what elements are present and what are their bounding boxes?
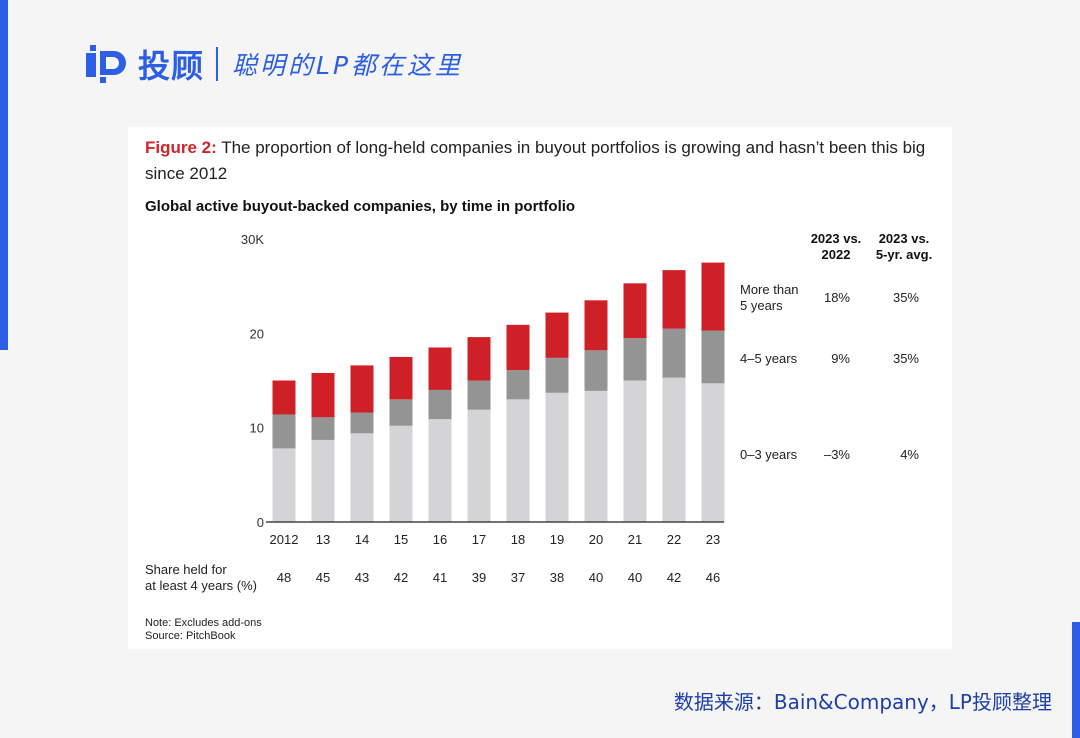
bar-segment xyxy=(272,380,296,415)
figure-title: Figure 2: The proportion of long-held co… xyxy=(145,135,945,187)
bar-segment xyxy=(506,399,530,522)
y-tick-label: 10 xyxy=(250,421,264,436)
share-value: 46 xyxy=(706,570,720,585)
bar-segment xyxy=(428,347,452,390)
bar-segment xyxy=(584,390,608,522)
bar-segment xyxy=(311,417,335,440)
bar-segment xyxy=(467,337,491,381)
share-value: 40 xyxy=(628,570,642,585)
bar-segment xyxy=(311,439,335,522)
legend-header-text: 2022 xyxy=(822,247,851,262)
bar-segment xyxy=(623,338,647,381)
x-tick-label: 20 xyxy=(589,532,603,547)
x-tick-label: 2012 xyxy=(270,532,299,547)
share-value: 45 xyxy=(316,570,330,585)
x-tick-label: 23 xyxy=(706,532,720,547)
right-accent-bar xyxy=(1072,622,1080,738)
share-value: 38 xyxy=(550,570,564,585)
x-tick-label: 14 xyxy=(355,532,369,547)
x-tick-label: 18 xyxy=(511,532,525,547)
bar-segment xyxy=(428,419,452,522)
brand-divider xyxy=(216,47,219,81)
bar-segment xyxy=(545,312,569,358)
share-value: 42 xyxy=(667,570,681,585)
bar-segment xyxy=(662,270,686,329)
share-value: 43 xyxy=(355,570,369,585)
share-label-line: at least 4 years (%) xyxy=(145,578,257,593)
legend-value-2022: 18% xyxy=(824,290,850,305)
bar-segment xyxy=(623,283,647,339)
share-value: 42 xyxy=(394,570,408,585)
legend-label: More than xyxy=(740,282,799,297)
logo-icon xyxy=(86,45,126,83)
share-value: 37 xyxy=(511,570,525,585)
bar-segment xyxy=(662,377,686,522)
brand-slogan: 聪明的LP都在这里 xyxy=(232,51,464,80)
bar-segment xyxy=(545,357,569,393)
bar-segment xyxy=(584,350,608,391)
x-tick-label: 22 xyxy=(667,532,681,547)
bar-segment xyxy=(701,262,725,331)
chart-subtitle: Global active buyout-backed companies, b… xyxy=(145,198,576,215)
bar-segment xyxy=(272,414,296,449)
bar-segment xyxy=(272,448,296,522)
legend-label: 0–3 years xyxy=(740,447,798,462)
share-value: 39 xyxy=(472,570,486,585)
legend-value-5yr: 35% xyxy=(893,351,919,366)
bar-segment xyxy=(350,412,374,434)
bar-segment xyxy=(389,356,413,400)
bar-segment xyxy=(701,383,725,522)
bar-segment xyxy=(584,300,608,351)
figure-notes: Note: Excludes add-ons Source: PitchBook xyxy=(145,617,262,643)
bar-segment xyxy=(467,380,491,410)
source-text: Source: PitchBook xyxy=(145,630,236,642)
legend-value-5yr: 35% xyxy=(893,290,919,305)
brand-header: 投顾 聪明的LP都在这里 xyxy=(84,38,463,90)
left-accent-bar xyxy=(0,0,8,350)
y-tick-label: 0 xyxy=(257,515,264,530)
bar-segment xyxy=(506,370,530,400)
bar-segment xyxy=(311,372,335,418)
bar-segment xyxy=(467,409,491,522)
legend-value-2022: –3% xyxy=(824,447,850,462)
share-label-line: Share held for xyxy=(145,562,227,577)
bar-segment xyxy=(350,365,374,413)
note-text: Note: Excludes add-ons xyxy=(145,617,262,629)
share-value: 41 xyxy=(433,570,447,585)
brand-name: 投顾 xyxy=(138,47,205,85)
bar-segment xyxy=(350,433,374,522)
bar-segment xyxy=(506,324,530,371)
figure-title-text: The proportion of long-held companies in… xyxy=(145,138,926,183)
legend-header-text: 2023 vs. xyxy=(879,231,930,246)
bar-segment xyxy=(701,330,725,384)
x-tick-label: 13 xyxy=(316,532,330,547)
x-tick-label: 21 xyxy=(628,532,642,547)
bar-segment xyxy=(389,425,413,522)
source-footer: 数据来源：Bain&Company，LP投顾整理 xyxy=(673,690,1052,714)
y-tick-label: 30K xyxy=(241,232,264,247)
x-tick-label: 15 xyxy=(394,532,408,547)
bar-segment xyxy=(662,328,686,378)
figure-card: Figure 2: The proportion of long-held co… xyxy=(128,127,952,649)
x-tick-label: 17 xyxy=(472,532,486,547)
bar-segment xyxy=(623,380,647,522)
x-tick-label: 16 xyxy=(433,532,447,547)
bar-segment xyxy=(428,389,452,420)
legend-header-text: 2023 vs. xyxy=(811,231,862,246)
x-tick-label: 19 xyxy=(550,532,564,547)
bar-segment xyxy=(545,392,569,522)
bar-segment xyxy=(389,399,413,426)
share-value: 48 xyxy=(277,570,291,585)
legend-label: 4–5 years xyxy=(740,351,798,366)
figure-label: Figure 2: xyxy=(145,138,217,157)
stacked-bar-chart: 0 10 20 30K 2012 48 13 45 14 43 15 42 16 41 17 39 18 37 19… xyxy=(145,231,932,593)
legend-value-2022: 9% xyxy=(831,351,850,366)
share-value: 40 xyxy=(589,570,603,585)
y-tick-label: 20 xyxy=(250,326,264,341)
legend-label: 5 years xyxy=(740,298,783,313)
legend-header-text: 5-yr. avg. xyxy=(876,247,932,262)
legend-value-5yr: 4% xyxy=(900,447,919,462)
